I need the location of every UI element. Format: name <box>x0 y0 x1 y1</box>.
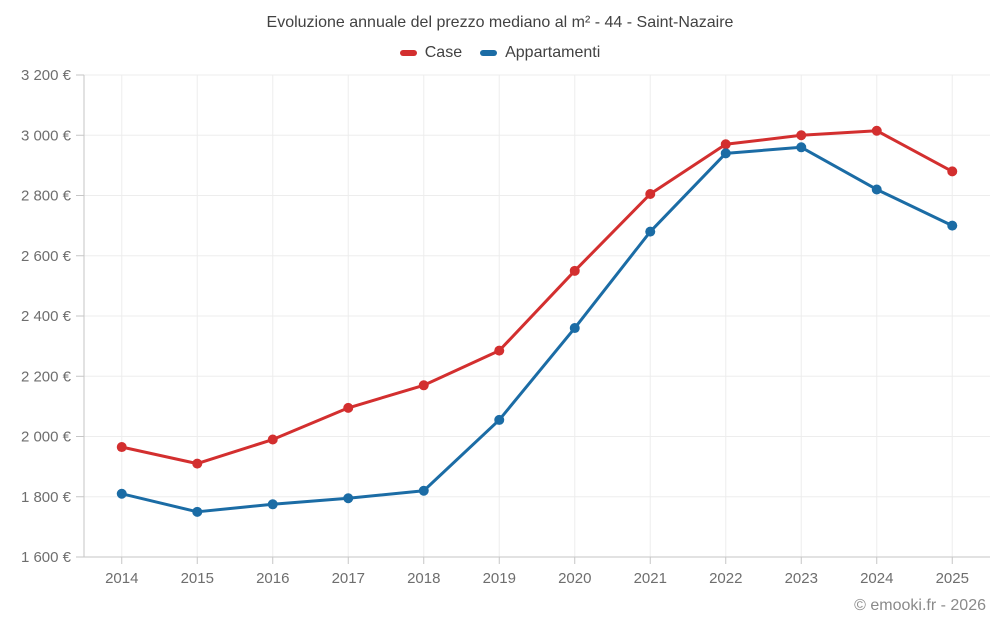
svg-text:1 600 €: 1 600 € <box>21 549 72 566</box>
svg-text:2 000 €: 2 000 € <box>21 429 72 446</box>
legend-swatch-case-icon <box>399 50 417 56</box>
svg-text:2 400 €: 2 400 € <box>21 308 72 325</box>
svg-text:2021: 2021 <box>634 570 667 587</box>
svg-text:2018: 2018 <box>407 570 440 587</box>
legend-label-appartamenti: Appartamenti <box>505 44 601 61</box>
svg-text:2017: 2017 <box>332 570 365 587</box>
svg-text:2016: 2016 <box>256 570 289 587</box>
svg-text:1 800 €: 1 800 € <box>21 489 72 506</box>
svg-text:2015: 2015 <box>181 570 214 587</box>
legend-item-case[interactable]: Case <box>399 44 463 62</box>
legend: Case Appartamenti <box>0 44 1000 62</box>
svg-text:2 600 €: 2 600 € <box>21 248 72 265</box>
svg-text:2 200 €: 2 200 € <box>21 368 72 385</box>
svg-text:2014: 2014 <box>105 570 138 587</box>
footer-credit: © emooki.fr - 2026 <box>854 597 986 614</box>
svg-text:2023: 2023 <box>785 570 818 587</box>
svg-text:2 800 €: 2 800 € <box>21 188 72 205</box>
svg-text:2022: 2022 <box>709 570 742 587</box>
chart-title: Evoluzione annuale del prezzo mediano al… <box>266 14 734 31</box>
legend-label-case: Case <box>424 44 463 61</box>
svg-text:2025: 2025 <box>936 570 969 587</box>
legend-swatch-appartamenti-icon <box>480 50 498 56</box>
svg-text:3 200 €: 3 200 € <box>21 67 72 84</box>
svg-text:3 000 €: 3 000 € <box>21 127 72 144</box>
svg-text:2020: 2020 <box>558 570 591 587</box>
legend-item-appartamenti[interactable]: Appartamenti <box>480 44 600 62</box>
svg-text:2019: 2019 <box>483 570 516 587</box>
svg-text:2024: 2024 <box>860 570 893 587</box>
